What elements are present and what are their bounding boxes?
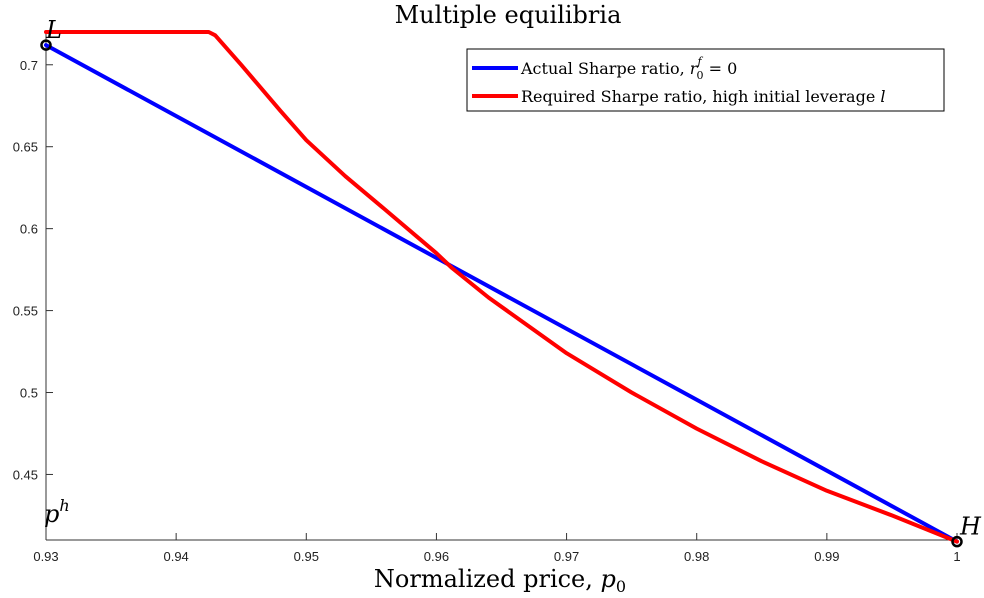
x-axis-label: Normalized price, p0 [374,565,626,596]
legend-required-text: Required Sharpe ratio, high initial leve… [521,87,880,106]
point-labels: LH [45,16,982,541]
legend-actual-sup: f [696,55,703,68]
x-tick-label: 0.93 [33,549,58,564]
y-tick-label: 0.5 [20,386,38,401]
legend-label-required: Required Sharpe ratio, high initial leve… [521,87,886,106]
equilibrium-marker-L [40,39,52,51]
annotation-ph: ph [44,496,70,528]
x-tick-label: 0.95 [294,549,319,564]
equilibrium-marker-H [951,535,963,548]
markers [40,39,963,548]
legend-required-var: l [880,87,885,106]
legend-label-actual: Actual Sharpe ratio, rf 0 = 0 [520,55,737,82]
y-tick-label: 0.7 [20,58,38,73]
y-tick-label: 0.65 [13,140,38,155]
y-tick-label: 0.45 [13,467,38,482]
x-axis-label-var: p [601,565,616,593]
series-line-required-sharpe [44,30,959,544]
x-ticks: 0.93 0.94 0.95 0.96 0.97 0.98 0.99 1 [33,533,961,564]
annotation-ph-base: p [44,500,59,528]
legend-actual-text: Actual Sharpe ratio, [520,59,690,78]
y-ticks: 0.45 0.5 0.55 0.6 0.65 0.7 [13,58,53,482]
plot-area: 0.93 0.94 0.95 0.96 0.97 0.98 0.99 1 0.45 0.5 0.5… [13,30,963,564]
x-tick-label: 0.97 [554,549,579,564]
y-tick-label: 0.55 [13,304,38,319]
y-tick-label: 0.6 [20,222,38,237]
x-tick-label: 1 [953,549,960,564]
point-label-L: L [45,16,62,44]
legend-box [466,48,945,112]
x-tick-label: 0.96 [424,549,449,564]
series-lines [44,30,959,544]
annotation-ph-sup: h [59,496,69,515]
x-tick-label: 0.98 [684,549,709,564]
x-axis-label-sub: 0 [616,577,626,596]
x-tick-label: 0.94 [163,549,188,564]
series-line-actual-sharpe [44,43,959,544]
legend-actual-sub: 0 [697,69,704,82]
point-label-H: H [959,513,982,541]
chart-title: Multiple equilibria [395,1,622,29]
x-axis-label-text: Normalized price, [374,565,601,593]
legend-actual-var: r [690,59,699,78]
legend: Actual Sharpe ratio, rf 0 = 0 Required Sh… [466,48,945,112]
legend-actual-tail: = 0 [704,59,738,78]
x-tick-label: 0.99 [814,549,839,564]
